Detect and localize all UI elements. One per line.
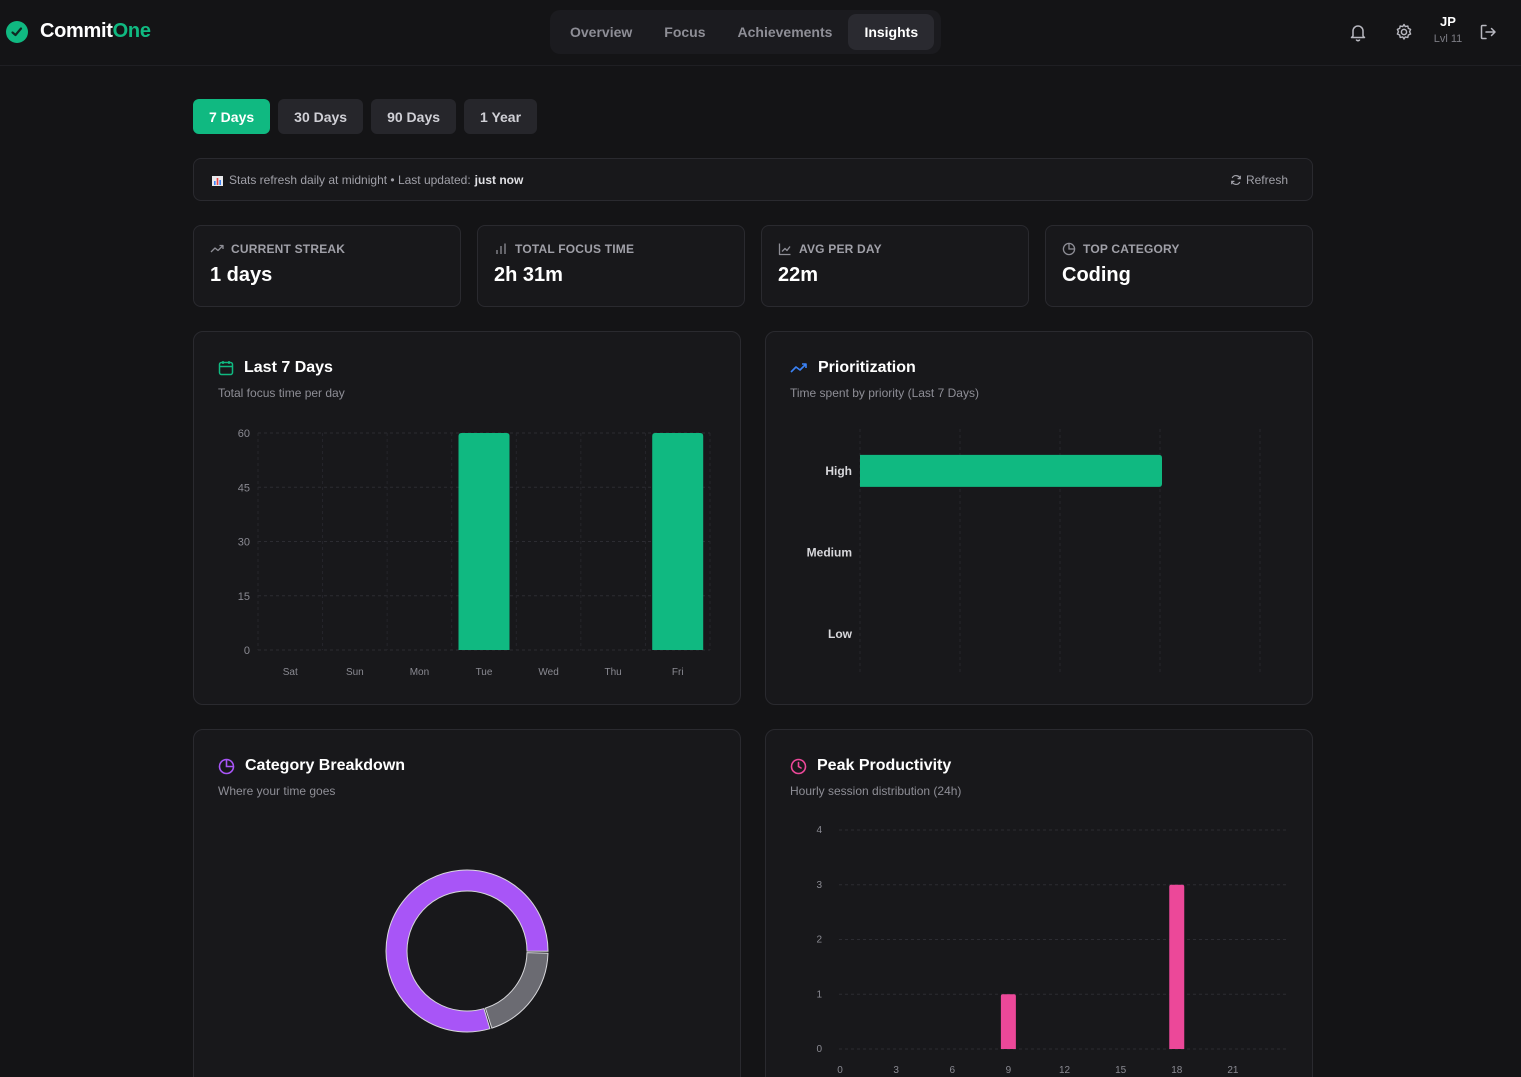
x-tick-label: 3 — [893, 1065, 899, 1076]
last-7-days-chart: 0 15 30 45 60 Sat Sun Mon Tue Wed Thu Fri — [238, 428, 711, 678]
category-breakdown-panel: Category Breakdown Where your time goes — [193, 729, 741, 1077]
stat-label: TOTAL FOCUS TIME — [515, 242, 635, 256]
bar — [860, 454, 1162, 487]
pie-slice — [484, 952, 549, 1029]
y-tick-label: 15 — [238, 591, 250, 603]
x-tick-label: 0 — [837, 1065, 843, 1076]
y-tick-label: High — [825, 464, 852, 478]
stat-value: 2h 31m — [494, 264, 563, 286]
top-bar: CommitOne Overview Focus Achievements In… — [0, 0, 1521, 66]
main-nav: Overview Focus Achievements Insights — [550, 10, 941, 54]
tab-focus[interactable]: Focus — [664, 24, 706, 40]
panel-subtitle: Total focus time per day — [218, 386, 345, 400]
bar — [652, 433, 704, 650]
range-90-days-button[interactable]: 90 Days — [371, 99, 457, 134]
clock-icon — [790, 758, 807, 774]
range-1-year-button[interactable]: 1 Year — [464, 99, 538, 134]
x-tick-label: Fri — [672, 667, 684, 678]
tab-overview[interactable]: Overview — [570, 24, 633, 40]
stat-value: Coding — [1062, 264, 1131, 286]
x-tick-label: Wed — [538, 667, 558, 678]
brand[interactable]: CommitOne — [6, 20, 151, 43]
category-breakdown-chart — [385, 869, 549, 1033]
stat-value: 1 days — [210, 264, 273, 286]
pie-chart-icon — [1062, 242, 1076, 256]
bar — [1000, 994, 1016, 1049]
calendar-icon — [218, 361, 234, 376]
y-tick-label: 30 — [238, 537, 250, 549]
panel-subtitle: Hourly session distribution (24h) — [790, 784, 962, 798]
panel-title: Last 7 Days — [244, 359, 333, 376]
x-tick-label: 21 — [1227, 1065, 1239, 1076]
x-tick-label: Mon — [410, 667, 429, 678]
panel-subtitle: Time spent by priority (Last 7 Days) — [790, 386, 979, 400]
bell-icon[interactable] — [1348, 22, 1368, 42]
pie-chart-icon — [218, 758, 235, 774]
y-tick-label: 1 — [816, 989, 822, 1000]
brand-name: CommitOne — [40, 20, 151, 42]
tab-insights[interactable]: Insights — [848, 14, 935, 50]
trending-up-icon — [210, 244, 224, 253]
stat-card-avg-per-day: AVG PER DAY 22m — [761, 225, 1029, 307]
panel-title: Peak Productivity — [817, 757, 952, 774]
x-tick-label: Sat — [283, 667, 298, 678]
y-tick-label: 60 — [238, 428, 250, 440]
range-30-days-button[interactable]: 30 Days — [278, 99, 364, 134]
range-selector: 7 Days 30 Days 90 Days 1 Year — [193, 99, 538, 134]
stat-label: CURRENT STREAK — [231, 242, 346, 256]
y-tick-label: 2 — [816, 935, 822, 946]
x-tick-label: 15 — [1115, 1065, 1127, 1076]
y-tick-label: 0 — [244, 645, 250, 657]
prioritization-chart: High Medium Low — [807, 429, 1261, 674]
y-tick-label: Medium — [807, 546, 852, 560]
refresh-label: Refresh — [1245, 173, 1288, 187]
panel-title: Category Breakdown — [245, 757, 406, 774]
user-level: Lvl 11 — [1433, 33, 1463, 45]
y-tick-label: 45 — [238, 482, 250, 494]
trending-up-icon — [790, 363, 807, 373]
logout-icon[interactable] — [1478, 22, 1498, 42]
tab-achievements[interactable]: Achievements — [737, 24, 833, 40]
panel-subtitle: Where your time goes — [218, 784, 336, 798]
panel-title: Prioritization — [818, 359, 916, 376]
x-tick-label: 18 — [1171, 1065, 1183, 1076]
gear-icon[interactable] — [1394, 22, 1414, 42]
y-tick-label: 3 — [816, 880, 822, 891]
last-updated-value: just now — [474, 172, 524, 187]
prioritization-panel: High Medium Low Prioritization Time spent … — [765, 331, 1313, 705]
line-chart-icon — [778, 243, 791, 256]
x-tick-label: Tue — [476, 667, 493, 678]
y-tick-label: Low — [828, 627, 853, 641]
bar-chart-icon — [496, 243, 506, 254]
stats-info-text: Stats refresh daily at midnight • Last u… — [229, 172, 471, 187]
stat-label: AVG PER DAY — [799, 242, 882, 256]
x-tick-label: 12 — [1059, 1065, 1071, 1076]
x-tick-label: Sun — [346, 667, 364, 678]
stat-card-top-category: TOP CATEGORY Coding — [1045, 225, 1313, 307]
last-7-days-panel: 0 15 30 45 60 Sat Sun Mon Tue Wed Thu Fri Last 7 Da… — [193, 331, 741, 705]
stat-value: 22m — [778, 264, 819, 286]
stat-card-total-focus: TOTAL FOCUS TIME 2h 31m — [477, 225, 745, 307]
user-menu[interactable]: JP Lvl 11 — [1430, 14, 1466, 45]
x-tick-label: Thu — [605, 667, 622, 678]
y-tick-label: 4 — [816, 825, 822, 836]
stat-label: TOP CATEGORY — [1083, 242, 1180, 256]
y-tick-label: 0 — [816, 1044, 822, 1055]
stats-info-bar: Stats refresh daily at midnight • Last u… — [193, 158, 1313, 201]
x-tick-label: 6 — [949, 1065, 955, 1076]
peak-productivity-panel: 0 1 2 3 4 0 3 6 9 12 15 18 21 Peak Productivity Hour… — [765, 729, 1313, 1077]
pie-slice — [385, 869, 549, 1033]
refresh-button[interactable]: Refresh — [1230, 173, 1288, 187]
brand-logo-icon — [6, 20, 28, 43]
chart-emoji-icon — [212, 175, 223, 186]
user-initials: JP — [1440, 14, 1456, 29]
bar — [458, 433, 510, 650]
stat-card-streak: CURRENT STREAK 1 days — [193, 225, 461, 307]
range-7-days-button[interactable]: 7 Days — [193, 99, 271, 134]
x-tick-label: 9 — [1006, 1065, 1012, 1076]
refresh-icon — [1231, 174, 1241, 186]
bar — [1169, 884, 1185, 1049]
